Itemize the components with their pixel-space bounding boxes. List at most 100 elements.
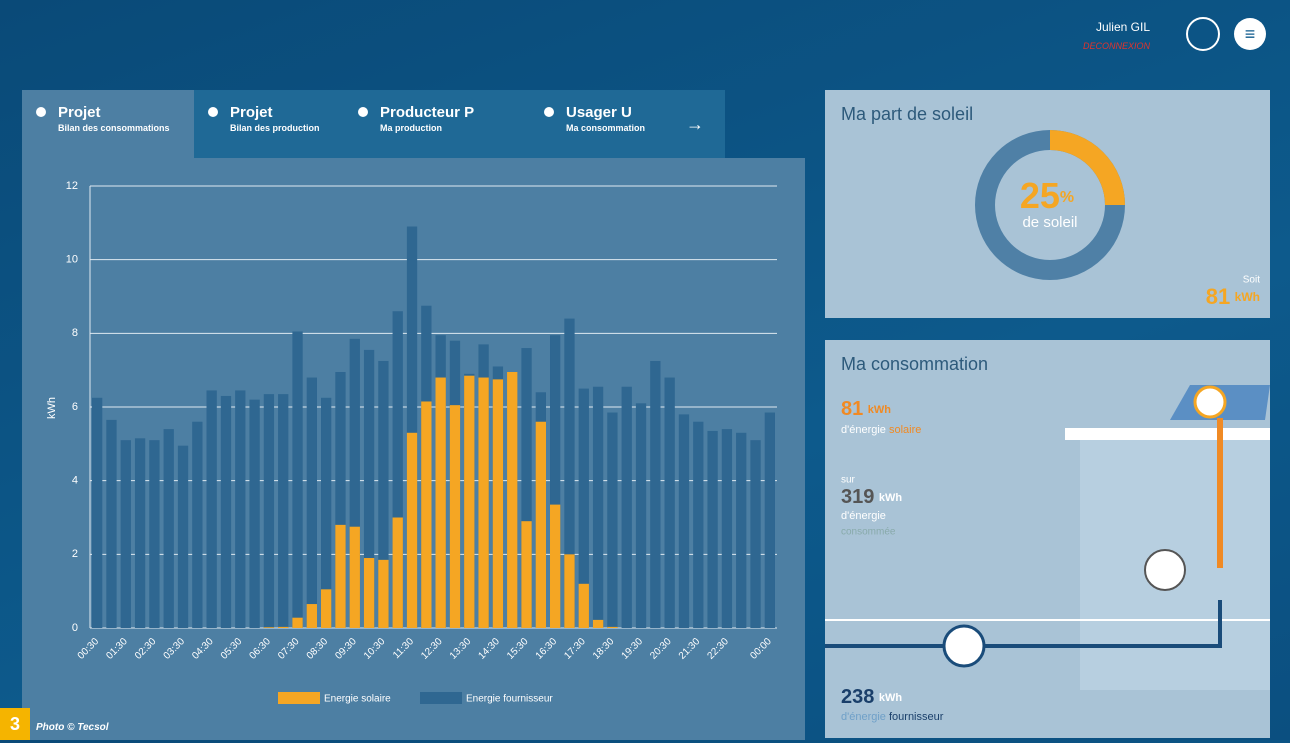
total-prefix: sur <box>841 475 856 486</box>
meter-icon[interactable] <box>944 626 984 666</box>
plug-icon <box>1145 550 1185 590</box>
tab-title: Usager U <box>544 104 680 121</box>
x-tick-label: 06:30 <box>247 636 273 662</box>
svg-text:81 kWh: 81 kWh <box>1206 284 1260 309</box>
bar <box>335 525 345 628</box>
bar <box>765 413 775 628</box>
bar <box>665 378 675 628</box>
x-tick-label: 20:30 <box>648 636 674 662</box>
bar <box>350 527 360 628</box>
bar <box>693 422 703 628</box>
bar <box>307 378 317 628</box>
y-tick-label: 2 <box>72 548 78 560</box>
x-tick-label: 22:30 <box>705 636 731 662</box>
bar <box>736 433 746 628</box>
solar-value: 81 <box>841 398 863 420</box>
x-tick-label: 21:30 <box>677 636 703 662</box>
x-tick-label: 19:30 <box>620 636 646 662</box>
bar <box>292 331 302 628</box>
bar <box>564 554 574 628</box>
supplier-value: 238 <box>841 686 874 708</box>
bar <box>436 378 446 628</box>
bar <box>407 433 417 628</box>
svg-text:81 kWh: 81 kWh <box>841 398 891 420</box>
kwh-unit: kWh <box>1235 290 1260 304</box>
bar <box>450 405 460 628</box>
bar <box>622 387 632 628</box>
svg-text:d'énergie solaire: d'énergie solaire <box>841 424 921 436</box>
bar <box>121 440 131 628</box>
bar <box>579 584 589 628</box>
percent-unit: % <box>1060 189 1074 206</box>
bar <box>278 394 288 628</box>
user-name: Julien GIL <box>1083 20 1150 34</box>
bar <box>106 420 116 628</box>
kwh-value: 81 <box>1206 284 1230 309</box>
bar <box>421 401 431 628</box>
bar <box>679 414 689 628</box>
percent: 25% <box>1020 175 1074 216</box>
x-tick-label: 16:30 <box>534 636 560 662</box>
bar <box>707 431 717 628</box>
x-tick-label: 05:30 <box>219 636 245 662</box>
percent-value: 25 <box>1020 175 1060 216</box>
bar <box>393 518 403 629</box>
bar <box>292 618 302 628</box>
tab[interactable]: Projet Bilan des production <box>194 90 344 158</box>
bar <box>536 422 546 628</box>
card-title: Ma part de soleil <box>841 104 973 125</box>
x-tick-label: 04:30 <box>190 636 216 662</box>
x-tick-label: 14:30 <box>476 636 502 662</box>
bar <box>164 429 174 628</box>
x-tick-label: 07:30 <box>276 636 302 662</box>
tab-subtitle: Ma production <box>358 123 524 133</box>
x-tick-label: 01:30 <box>104 636 130 662</box>
sun-icon <box>1195 387 1225 417</box>
menu-button[interactable]: ≡ <box>1234 18 1266 50</box>
x-tick-label: 09:30 <box>333 636 359 662</box>
next-arrow[interactable]: → <box>686 114 704 135</box>
supplier-unit: kWh <box>879 692 903 704</box>
percent-caption: de soleil <box>1022 214 1077 231</box>
bar <box>521 521 531 628</box>
bar <box>478 378 488 628</box>
tab-subtitle: Bilan des consommations <box>36 123 194 133</box>
bar <box>550 505 560 628</box>
app: Julien GIL DECONNEXION ≡ ProjetBilan des… <box>0 0 1290 740</box>
y-tick-label: 8 <box>72 327 78 339</box>
bar <box>221 396 231 628</box>
x-tick-label: 15:30 <box>505 636 531 662</box>
x-tick-label: 13:30 <box>448 636 474 662</box>
total-unit: kWh <box>879 492 903 504</box>
x-tick-label: 18:30 <box>591 636 617 662</box>
bar <box>307 604 317 628</box>
legend-swatch <box>278 692 320 704</box>
x-tick-label: 00:30 <box>76 636 102 662</box>
solar-line: solaire <box>889 424 921 436</box>
bar <box>135 438 145 628</box>
bar <box>493 379 503 628</box>
figure-number: 3 <box>0 708 30 740</box>
bar <box>378 560 388 628</box>
solar-line: d'énergie <box>841 424 886 436</box>
x-tick-label: 17:30 <box>562 636 588 662</box>
profile-button[interactable] <box>1186 17 1220 51</box>
bar <box>235 390 245 628</box>
tab-subtitle: Bilan des production <box>208 123 344 133</box>
bar <box>92 398 102 628</box>
y-tick-label: 4 <box>72 475 78 487</box>
logout[interactable]: DECONNEXION <box>1083 41 1150 51</box>
bar <box>636 403 646 628</box>
photo-credit: Photo © Tecsol <box>36 722 109 733</box>
y-tick-label: 10 <box>66 254 78 266</box>
x-tick-label: 02:30 <box>133 636 159 662</box>
tab-title: Projet <box>208 104 344 121</box>
kwh-prefix: Soit <box>1243 275 1260 286</box>
consumption-card: Ma consommation 81 kWh d'énergie solaire… <box>825 340 1270 738</box>
x-tick-label: 00:00 <box>748 636 774 662</box>
bar <box>750 440 760 628</box>
